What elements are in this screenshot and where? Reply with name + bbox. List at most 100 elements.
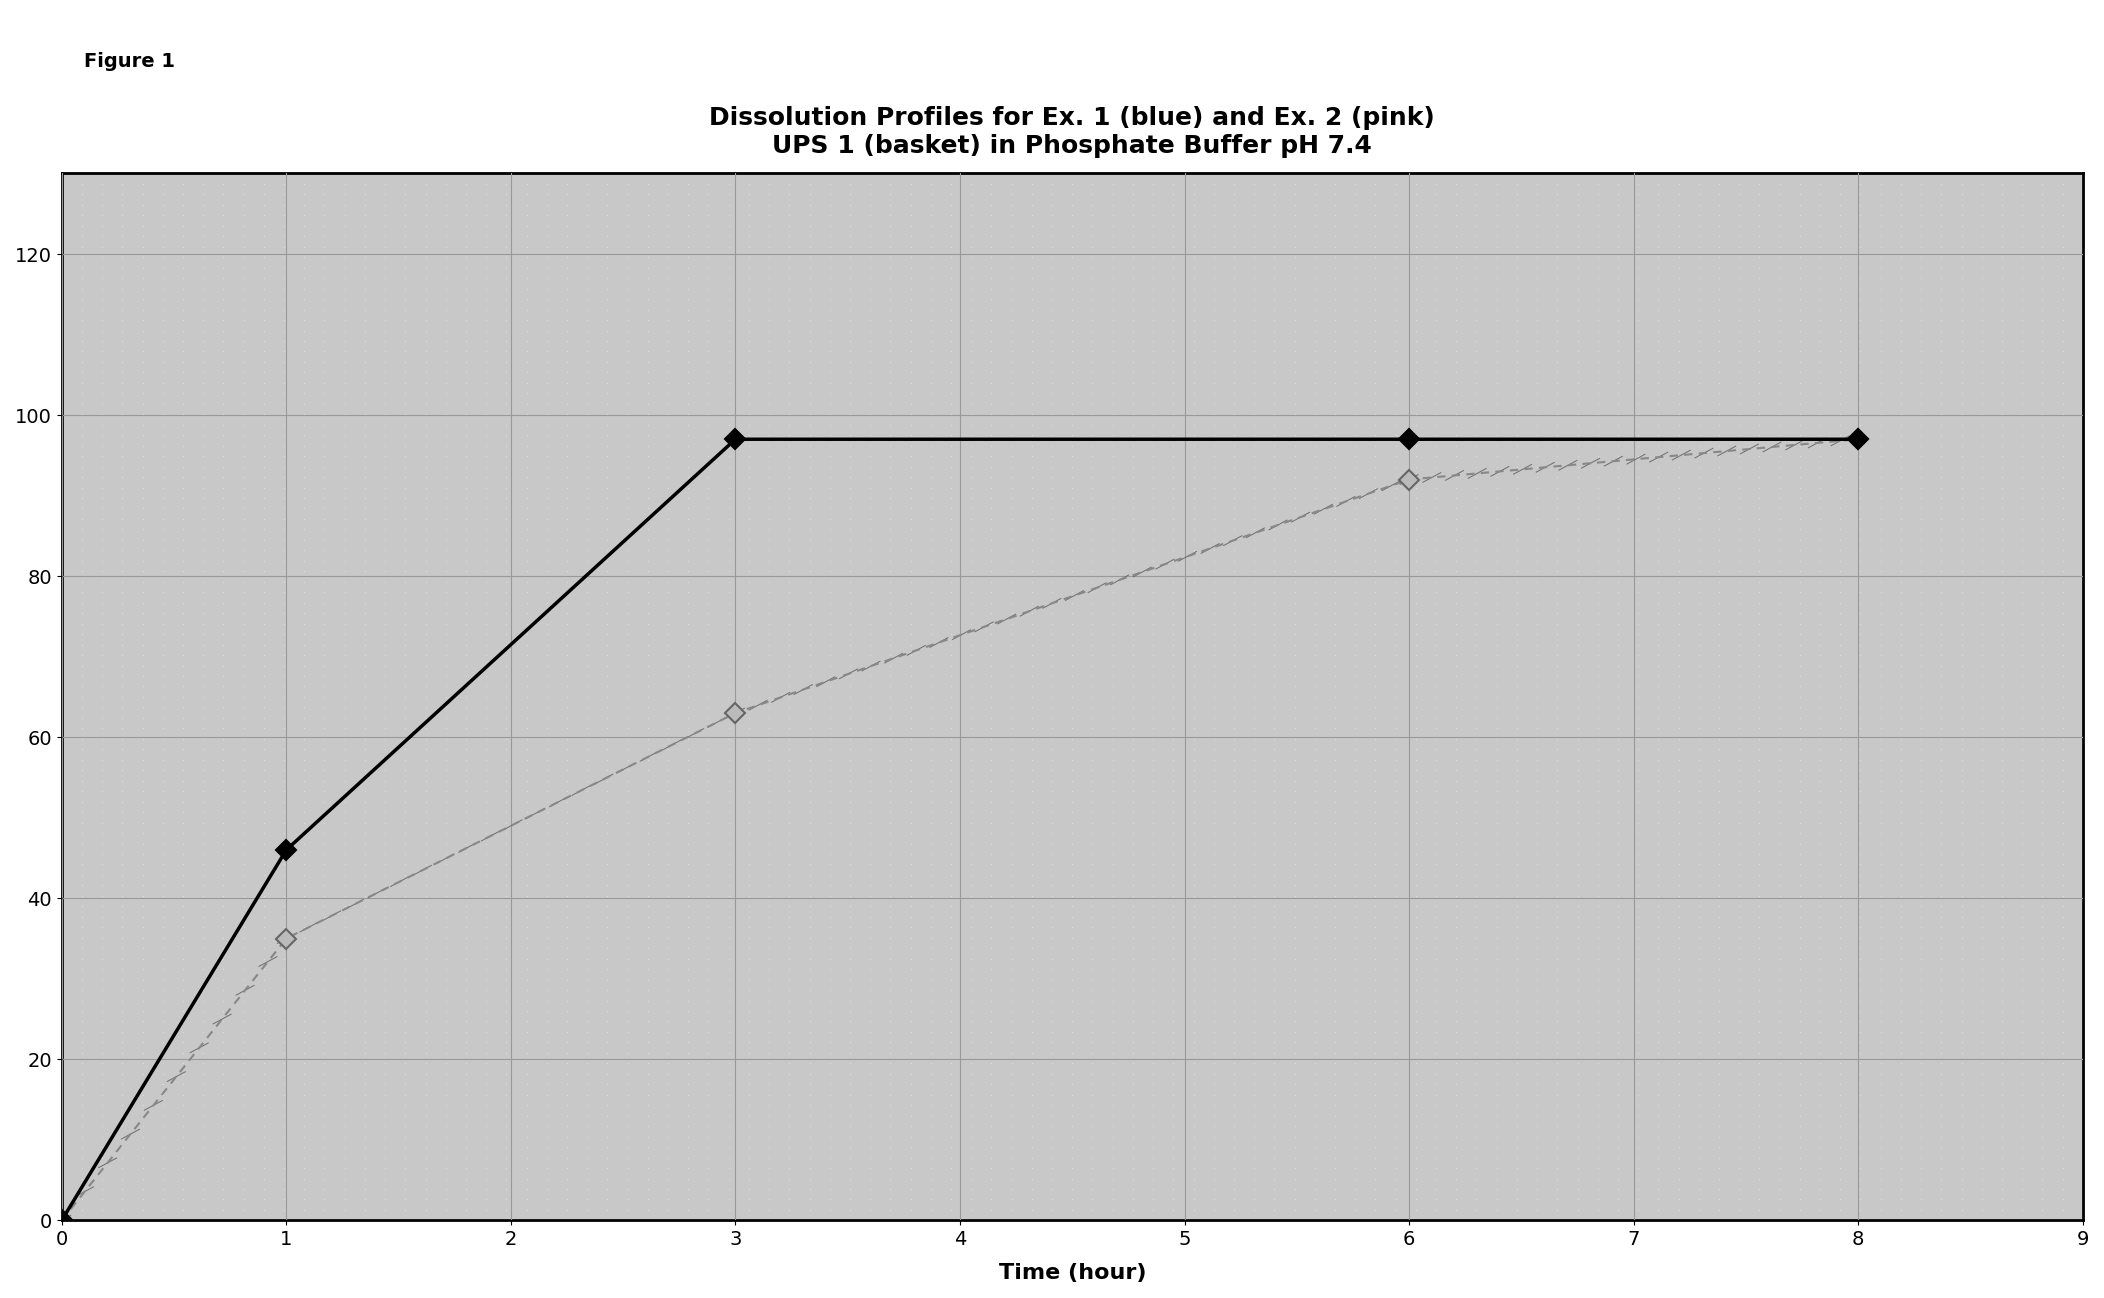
Point	[105, 1210, 139, 1231]
Point	[652, 592, 686, 613]
Point	[448, 802, 482, 823]
Point	[1479, 278, 1513, 299]
Point	[187, 802, 221, 823]
Point	[1157, 666, 1191, 687]
Point	[1216, 310, 1250, 331]
Point	[570, 916, 604, 937]
Point	[1035, 1042, 1069, 1063]
Point	[1702, 321, 1736, 341]
Point	[1176, 226, 1210, 247]
Point	[1176, 916, 1210, 937]
Point	[1056, 288, 1090, 309]
Point	[711, 1042, 745, 1063]
Point	[974, 687, 1008, 707]
Point	[1965, 164, 1999, 184]
Point	[347, 759, 381, 780]
Point	[671, 1073, 705, 1094]
Point	[1197, 424, 1231, 445]
Point	[955, 1022, 989, 1042]
Point	[187, 571, 221, 592]
Point	[105, 341, 139, 362]
Point	[1237, 739, 1271, 759]
Point	[1237, 718, 1271, 739]
Point	[1641, 916, 1675, 937]
Point	[246, 823, 280, 844]
Point	[1925, 404, 1959, 424]
Point	[2045, 749, 2079, 770]
Point	[913, 1011, 947, 1032]
Point	[1986, 1137, 2020, 1158]
Point	[549, 414, 583, 435]
Point	[1662, 1094, 1696, 1115]
Point	[469, 980, 503, 1001]
Point	[894, 666, 928, 687]
Point	[1378, 823, 1412, 844]
Point	[854, 1158, 888, 1179]
Point	[652, 864, 686, 885]
Point	[1096, 404, 1130, 424]
Point	[1561, 613, 1595, 633]
Point	[1014, 509, 1048, 530]
Point	[86, 1032, 120, 1053]
Point	[368, 916, 402, 937]
Point	[126, 1116, 160, 1137]
Point	[1115, 530, 1149, 550]
Point	[1723, 1199, 1757, 1220]
Point	[570, 792, 604, 813]
Point	[2026, 676, 2060, 697]
Point	[328, 215, 362, 236]
Point	[429, 697, 463, 718]
Point	[408, 414, 442, 435]
Point	[812, 885, 846, 906]
Point	[732, 1084, 766, 1105]
Point	[1479, 267, 1513, 288]
Point	[873, 1063, 907, 1084]
Point	[1540, 592, 1574, 613]
Point	[328, 300, 362, 321]
Point	[1824, 1106, 1858, 1127]
Point	[86, 352, 120, 373]
Point	[145, 352, 179, 373]
Point	[1439, 949, 1473, 970]
Point	[1319, 792, 1353, 813]
Point	[1460, 666, 1494, 687]
Point	[2045, 352, 2079, 373]
Point	[812, 1127, 846, 1147]
Point	[1319, 414, 1353, 435]
Point	[995, 582, 1029, 602]
Point	[1622, 770, 1656, 790]
Point	[1136, 215, 1170, 236]
Point	[1561, 383, 1595, 404]
Point	[1904, 1053, 1938, 1073]
Point	[1662, 424, 1696, 445]
Point	[1197, 1084, 1231, 1105]
Point	[1986, 519, 2020, 540]
Point	[1378, 393, 1412, 414]
Point	[1803, 404, 1837, 424]
Point	[469, 435, 503, 456]
Point	[1420, 938, 1454, 959]
Point	[1824, 582, 1858, 602]
Point	[448, 288, 482, 309]
Point	[1338, 718, 1372, 739]
Point	[913, 739, 947, 759]
Point	[1035, 488, 1069, 509]
Point	[347, 288, 381, 309]
Point	[549, 823, 583, 844]
Point	[631, 645, 665, 666]
Point	[1460, 959, 1494, 980]
Point	[974, 635, 1008, 655]
Point	[833, 844, 867, 864]
Point	[509, 509, 543, 530]
Point	[1986, 770, 2020, 790]
Point	[570, 613, 604, 633]
Point	[1500, 550, 1534, 571]
Point	[347, 571, 381, 592]
Point	[1319, 1084, 1353, 1105]
Point	[227, 949, 261, 970]
Point	[1742, 1106, 1776, 1127]
Point	[1580, 1127, 1614, 1147]
Point	[1702, 205, 1736, 226]
Point	[145, 1022, 179, 1042]
Point	[974, 164, 1008, 184]
